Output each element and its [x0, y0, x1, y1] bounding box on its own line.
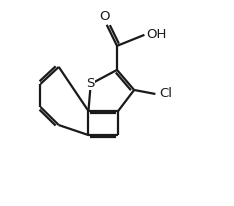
- Text: S: S: [87, 77, 95, 90]
- Text: OH: OH: [147, 28, 167, 41]
- Text: O: O: [99, 10, 110, 23]
- Text: Cl: Cl: [159, 88, 172, 101]
